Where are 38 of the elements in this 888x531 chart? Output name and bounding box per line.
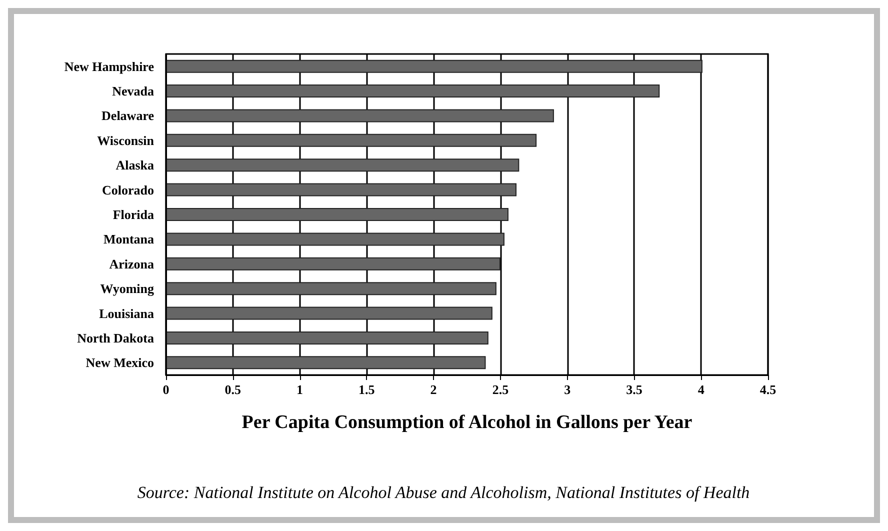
bar	[166, 60, 702, 73]
bar	[166, 331, 488, 344]
x-tick-label: 1.5	[358, 382, 376, 397]
bar	[166, 183, 516, 196]
x-tick-label: 1	[296, 382, 304, 397]
bar	[166, 84, 660, 98]
y-tick-label: Louisiana	[99, 306, 154, 321]
bar	[166, 109, 554, 122]
y-tick-label: Nevada	[112, 84, 154, 99]
x-tick-label: 3.5	[626, 382, 643, 397]
y-tick-label: North Dakota	[77, 330, 154, 346]
y-tick-label: Colorado	[102, 182, 154, 198]
bar	[166, 257, 500, 270]
y-tick-label: Arizona	[109, 256, 154, 272]
bar	[166, 306, 492, 320]
y-tick-label: Wisconsin	[97, 132, 155, 148]
bar	[166, 356, 486, 370]
bar	[166, 158, 520, 172]
y-tick-label: Delaware	[102, 108, 154, 124]
x-tick-label: 3	[564, 382, 572, 397]
x-tick-label: 0.5	[224, 382, 242, 397]
bar	[166, 134, 537, 147]
bar	[166, 208, 508, 221]
y-tick-label: Montana	[103, 232, 154, 247]
x-tick-label: 2.5	[492, 382, 510, 397]
y-tick-label: New Hampshire	[64, 58, 154, 74]
x-tick-label: 0	[162, 382, 170, 397]
source-note: Source: National Institute on Alcohol Abuse and Alcoholism, National Institutes of Health	[137, 483, 750, 502]
x-tick-label: 4	[698, 382, 705, 397]
x-tick-label: 4.5	[760, 382, 777, 397]
bar	[166, 282, 496, 296]
bar	[166, 232, 504, 246]
y-tick-label: New Mexico	[86, 355, 154, 370]
y-tick-label: Alaska	[116, 158, 154, 173]
x-tick-label: 2	[430, 382, 437, 397]
x-axis-title: Per Capita Consumption of Alcohol in Gallons per Year	[242, 412, 693, 433]
y-tick-label: Wyoming	[100, 281, 154, 296]
y-tick-label: Florida	[112, 207, 154, 222]
